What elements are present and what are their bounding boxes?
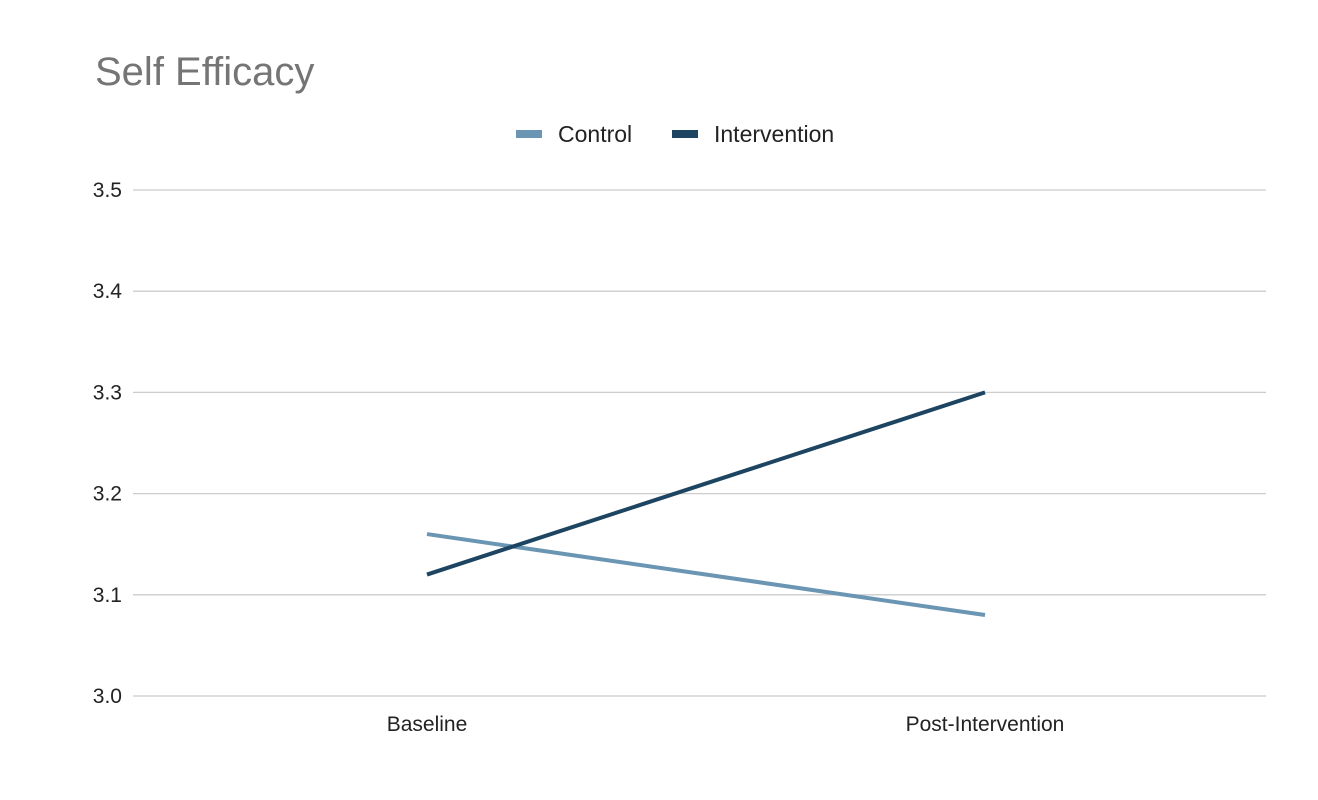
series-line-intervention [426,390,986,577]
x-tick-label: Post-Intervention [906,713,1065,736]
legend-swatch-intervention [672,130,698,138]
gridlines [133,189,1266,697]
series-line-control [426,532,986,618]
y-tick-label: 3.5 [93,179,122,202]
series-lines [426,390,986,618]
y-tick-label: 3.3 [93,381,122,404]
y-tick-label: 3.4 [93,280,123,303]
chart-title: Self Efficacy [95,50,314,94]
legend: Control Intervention [516,121,834,147]
legend-label-control: Control [558,121,632,147]
y-tick-label: 3.2 [93,483,122,506]
y-tick-label: 3.1 [93,584,122,607]
legend-label-intervention: Intervention [714,121,834,147]
x-tick-label: Baseline [387,713,468,736]
y-tick-label: 3.0 [93,685,122,708]
x-axis-ticks: Baseline Post-Intervention [387,713,1065,736]
legend-swatch-control [516,130,542,138]
y-axis-ticks: 3.0 3.1 3.2 3.3 3.4 3.5 [93,179,123,708]
